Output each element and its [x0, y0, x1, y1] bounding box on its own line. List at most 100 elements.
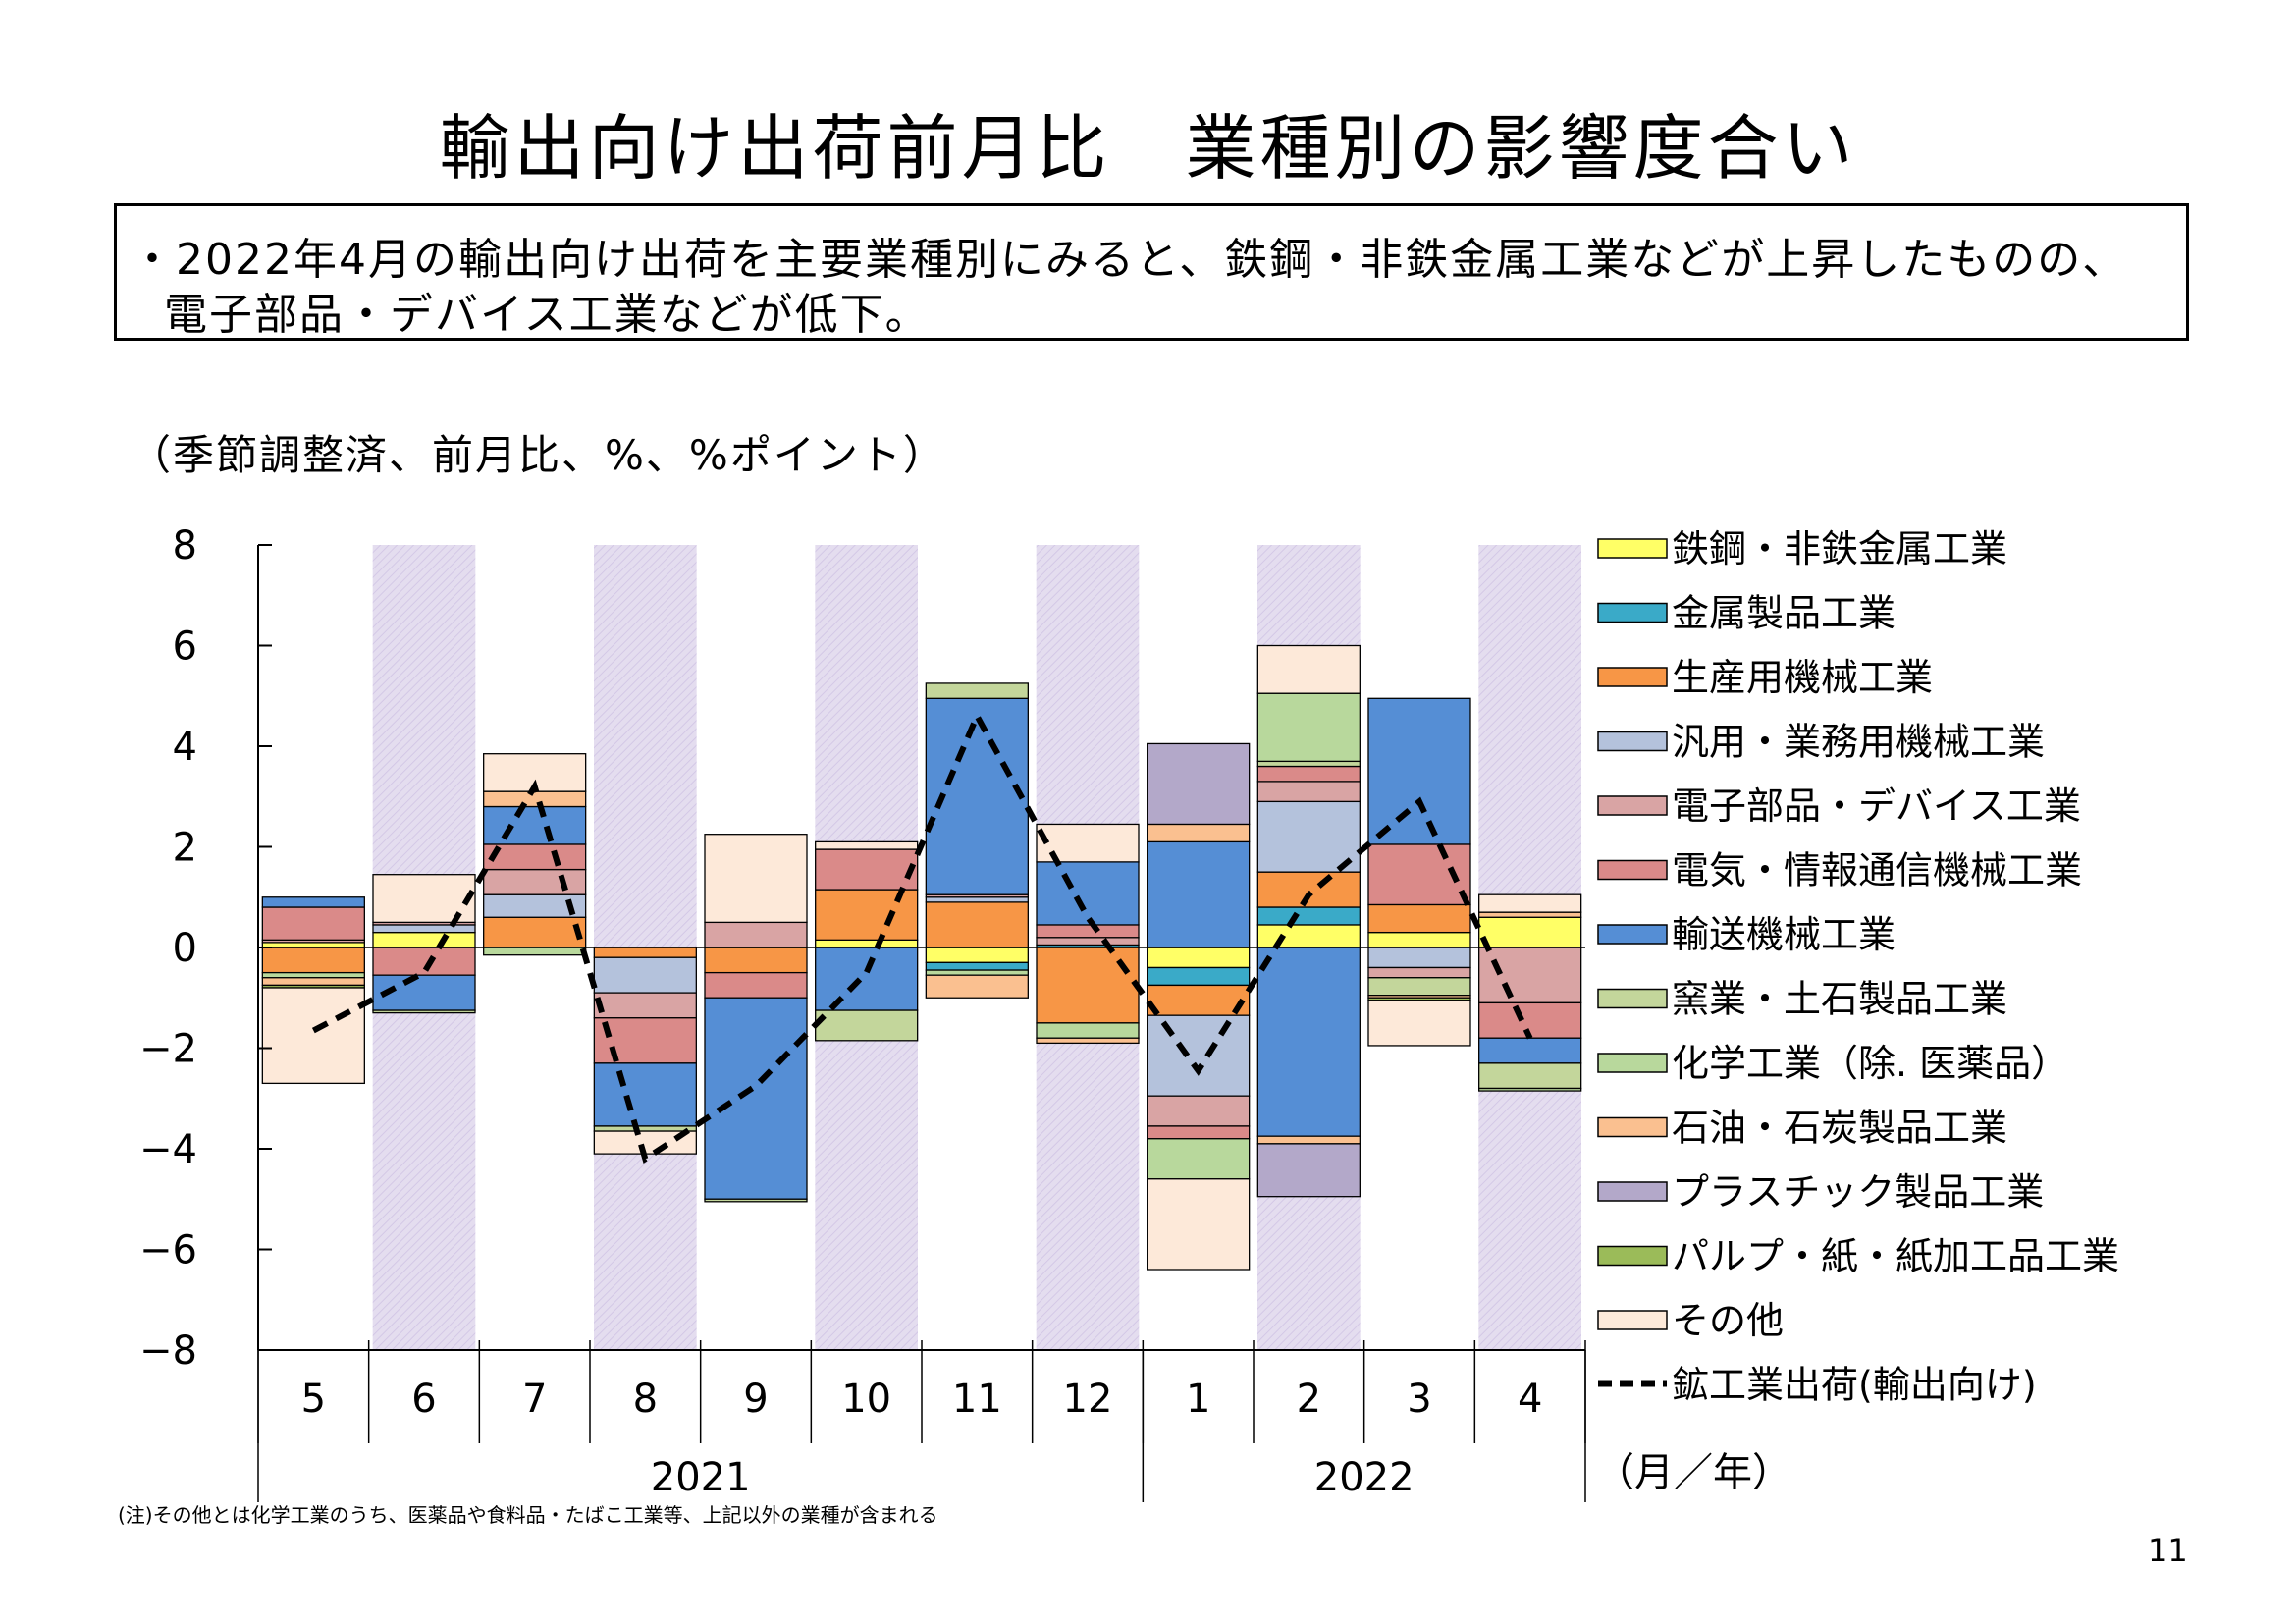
x-tick-label-3: 3	[1407, 1377, 1431, 1422]
axes	[257, 544, 1586, 1502]
bar-segment-2-s12	[1256, 644, 1361, 694]
bar-segment-5-s0	[261, 942, 365, 948]
bar-segment-7-s4	[483, 868, 587, 895]
bar-segment-6-s5	[372, 947, 476, 976]
bar-segment-1-s8	[1147, 1138, 1251, 1180]
y-tick-label: −4	[139, 1127, 197, 1172]
bar-segment-11-s1	[925, 961, 1029, 971]
legend-label-3: 汎用・業務用機械工業	[1672, 721, 2045, 764]
x-tick-label-11: 11	[952, 1377, 1002, 1422]
legend-swatch-6	[1597, 924, 1668, 945]
bar-segment-8-s3	[593, 956, 697, 994]
bar-segment-8-s2	[593, 947, 697, 958]
bar-segment-7-s9	[483, 790, 587, 808]
bar-segment-9-s6	[704, 997, 808, 1200]
bar-segment-6-s0	[372, 931, 476, 948]
bar-segment-2-s9	[1256, 1135, 1361, 1145]
total-shipments-line	[311, 709, 1533, 1164]
year-label-2021: 2021	[651, 1455, 751, 1500]
legend-label-1: 金属製品工業	[1672, 592, 1896, 635]
x-tick-label-4: 4	[1518, 1377, 1542, 1422]
y-tick-label: −6	[139, 1228, 197, 1273]
bar-segment-10-s0	[815, 939, 919, 948]
bar-segment-12-s8	[1036, 1022, 1140, 1039]
y-tick-label: 4	[173, 725, 197, 770]
bar-segment-8-s4	[593, 992, 697, 1019]
bar-segment-2-s8	[1256, 692, 1361, 763]
bar-segment-4-s7	[1478, 1062, 1582, 1090]
legend-swatch-3	[1597, 731, 1668, 752]
bar-segment-10-s7	[815, 1009, 919, 1042]
bar-segment-9-s2	[704, 947, 808, 974]
bar-segment-4-s6	[1478, 1037, 1582, 1064]
x-tick-label-1: 1	[1186, 1377, 1210, 1422]
y-tick-label: 6	[173, 624, 197, 670]
x-tick-label-5: 5	[301, 1377, 326, 1422]
bar-segment-11-s0	[925, 947, 1029, 964]
bar-segment-1-s12	[1147, 1178, 1251, 1271]
legend-swatch-9	[1597, 1116, 1668, 1138]
bar-segment-2-s4	[1256, 781, 1361, 803]
legend-line-label: 鉱工業出荷(輸出向け)	[1672, 1364, 2037, 1407]
legend-swatch-4	[1597, 795, 1668, 816]
total-line	[311, 709, 1533, 1164]
bar-segment-12-s5	[1036, 924, 1140, 939]
bar-segment-7-s6	[483, 805, 587, 845]
bar-segment-1-s9	[1147, 823, 1251, 843]
bar-segment-3-s2	[1367, 903, 1471, 934]
legend-label-9: 石油・石炭製品工業	[1672, 1107, 2007, 1150]
bar-segment-8-s5	[593, 1017, 697, 1064]
legend-label-11: パルプ・紙・紙加工品工業	[1672, 1235, 2119, 1278]
bar-segment-11-s8	[925, 969, 1029, 976]
bar-segment-1-s5	[1147, 1125, 1251, 1140]
bar-segment-7-s2	[483, 916, 587, 948]
bar-segment-2-s0	[1256, 924, 1361, 948]
legend-label-7: 窯業・土石製品工業	[1672, 978, 2007, 1021]
y-tick-label: 8	[173, 523, 197, 568]
legend: 鉄鋼・非鉄金属工業金属製品工業生産用機械工業汎用・業務用機械工業電子部品・デバイ…	[1597, 527, 2119, 1407]
bar-segment-3-s0	[1367, 931, 1471, 948]
legend-swatch-12	[1597, 1310, 1668, 1330]
bar-segment-9-s5	[704, 971, 808, 999]
bar-segment-4-s12	[1478, 893, 1582, 913]
bar-segment-5-s8	[261, 971, 365, 979]
legend-swatch-0	[1597, 538, 1668, 559]
bar-segment-5-s6	[261, 896, 365, 908]
bar-segment-2-s5	[1256, 765, 1361, 783]
bar-segment-2-s2	[1256, 871, 1361, 908]
bar-segment-10-s6	[815, 947, 919, 1011]
bar-segment-4-s8	[1478, 1087, 1582, 1092]
legend-swatch-8	[1597, 1053, 1668, 1073]
bar-segment-8-s7	[593, 1125, 697, 1132]
bar-segment-3-s12	[1367, 1000, 1471, 1047]
bar-segment-11-s7	[925, 682, 1029, 699]
bar-segment-11-s3	[925, 896, 1029, 903]
bar-segments	[261, 644, 1582, 1271]
legend-label-12: その他	[1672, 1299, 1784, 1342]
bar-segment-5-s12	[261, 987, 365, 1085]
bar-segment-12-s2	[1036, 947, 1140, 1024]
bar-segment-1-s0	[1147, 947, 1251, 969]
bar-segment-1-s6	[1147, 840, 1251, 948]
bar-segment-8-s6	[593, 1062, 697, 1127]
bar-segment-11-s9	[925, 974, 1029, 999]
bar-segment-6-s7	[372, 1009, 476, 1014]
y-tick-label: 0	[173, 926, 197, 971]
bar-segment-2-s1	[1256, 906, 1361, 926]
x-tick-label-9: 9	[743, 1377, 768, 1422]
bar-segment-10-s2	[815, 889, 919, 941]
legend-swatch-1	[1597, 602, 1668, 623]
page-title: 輸出向け出荷前月比 業種別の影響度合い	[439, 107, 1857, 189]
bar-segment-10-s12	[815, 840, 919, 850]
x-tick-label-2: 2	[1297, 1377, 1321, 1422]
legend-label-0: 鉄鋼・非鉄金属工業	[1672, 527, 2007, 570]
bar-segment-4-s4	[1478, 947, 1582, 1004]
bar-segment-12-s4	[1036, 937, 1140, 947]
year-label-2022: 2022	[1314, 1455, 1415, 1500]
legend-swatch-11	[1597, 1245, 1668, 1267]
bar-segment-3-s3	[1367, 947, 1471, 969]
legend-label-5: 電気・情報通信機械工業	[1672, 849, 2082, 893]
x-tick-label-6: 6	[411, 1377, 436, 1422]
units-label: （季節調整済、前月比、%、%ポイント）	[130, 431, 946, 479]
bar-segment-2-s6	[1256, 947, 1361, 1137]
